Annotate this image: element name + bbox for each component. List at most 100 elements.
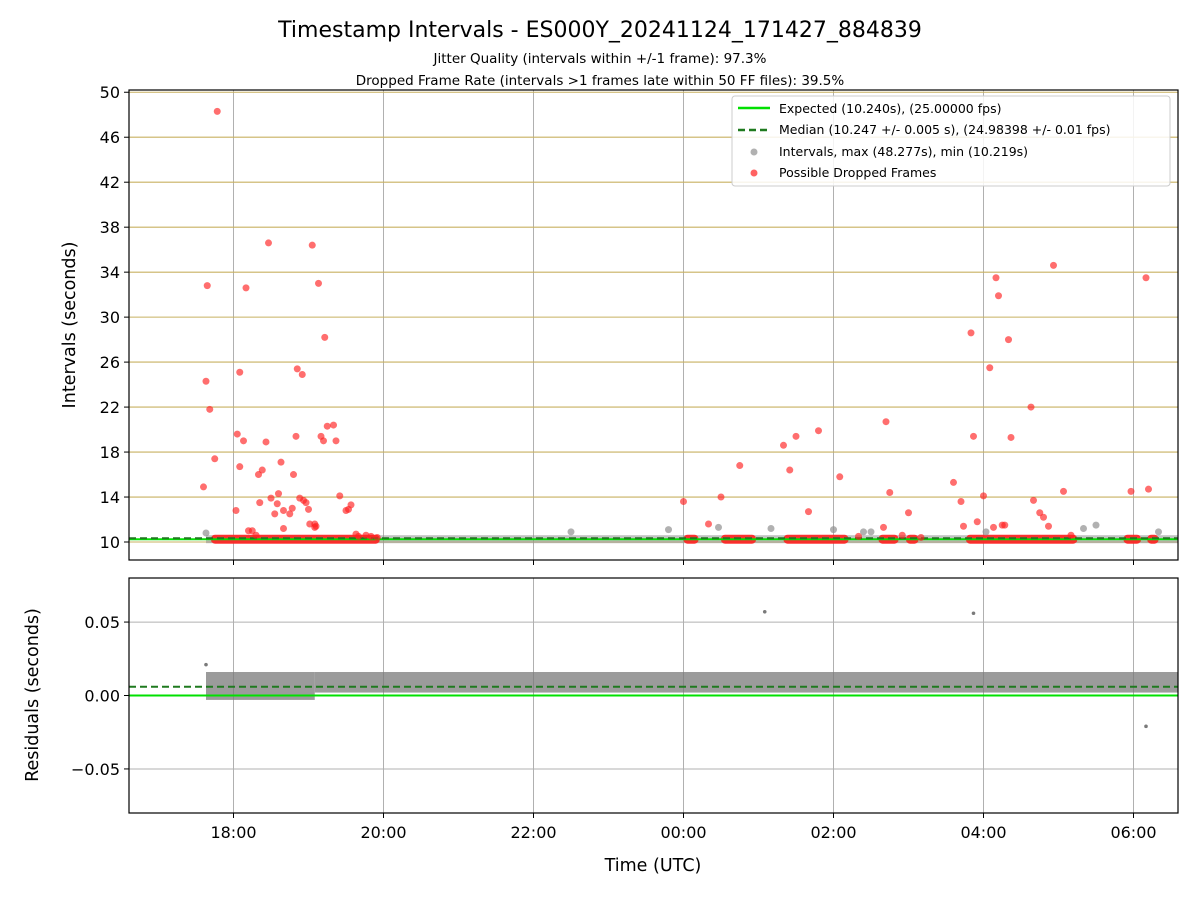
dropped-frame-point (898, 531, 906, 539)
intervals-y-tick-label: 46 (100, 128, 120, 147)
residuals-y-ticks: 0.05 0.00 −0.05 (71, 613, 129, 779)
dropped-frame-point (200, 483, 207, 491)
intervals-y-tick-label: 18 (100, 443, 120, 462)
dropped-frame-point (1045, 522, 1052, 530)
dropped-frame-point (1005, 336, 1012, 344)
x-tick-label: 02:00 (810, 823, 856, 842)
interval-point (867, 528, 875, 536)
residual-outlier-point (204, 662, 208, 667)
dropped-frame-point (290, 471, 297, 479)
interval-point (830, 526, 837, 534)
x-tick-label: 18:00 (210, 823, 256, 842)
dropped-frame-point (236, 463, 244, 471)
dropped-frame-point (967, 329, 975, 337)
residuals-band (314, 672, 1178, 693)
dropped-frame-point (332, 437, 340, 445)
dropped-frame-point (1067, 531, 1075, 539)
residuals-x-ticks: 18:00 20:00 22:00 00:00 02:00 04:00 06:00 (210, 813, 1157, 842)
residuals-series (129, 609, 1178, 729)
dropped-frame-point (330, 421, 337, 429)
dropped-frame-point (1050, 261, 1057, 269)
residual-outlier-point (971, 611, 976, 616)
intervals-y-tick-label: 30 (100, 308, 120, 327)
dropped-frame-point (302, 499, 310, 507)
chart-subtitle-jitter: Jitter Quality (intervals within +/-1 fr… (433, 51, 767, 67)
dropped-frame-point (805, 508, 812, 516)
dropped-frame-point (786, 466, 794, 474)
legend-intervals-label: Intervals, max (48.277s), min (10.219s) (779, 144, 1028, 159)
dropped-frame-point (680, 498, 687, 506)
dropped-frame-point (882, 418, 890, 426)
dropped-frame-point (373, 534, 381, 542)
dropped-frame-point (280, 525, 287, 533)
dropped-frame-point (960, 522, 967, 530)
intervals-y-tick-label: 10 (100, 533, 120, 552)
dropped-frame-point (245, 527, 252, 535)
dropped-frame-point (232, 507, 240, 515)
interval-point (860, 528, 867, 536)
dropped-frame-point (298, 370, 306, 378)
legend-intervals-swatch (750, 148, 758, 156)
dropped-frame-point (286, 510, 294, 518)
x-tick-label: 00:00 (660, 823, 706, 842)
x-axis-label: Time (UTC) (604, 856, 702, 876)
dropped-frame-point (206, 405, 214, 413)
interval-point (1092, 521, 1100, 529)
interval-point (202, 529, 210, 537)
dropped-frame-point (321, 333, 329, 341)
intervals-y-tick-label: 26 (100, 353, 120, 372)
dropped-frame-point (306, 520, 314, 528)
dropped-frame-point (236, 368, 244, 376)
intervals-y-tick-label: 50 (100, 83, 120, 102)
legend-dropped-swatch (750, 169, 758, 177)
dropped-frame-point (905, 509, 912, 517)
dropped-frame-point (1145, 485, 1152, 493)
dropped-frame-point (262, 438, 270, 446)
intervals-y-tick-label: 38 (100, 218, 120, 237)
dropped-frame-point (1142, 274, 1150, 282)
dropped-frame-point (347, 501, 355, 509)
dropped-frame-point (1040, 513, 1047, 521)
residuals-y-axis-label: Residuals (seconds) (23, 608, 43, 782)
chart-title: Timestamp Intervals - ES000Y_20241124_17… (277, 18, 922, 43)
dropped-frame-point (1007, 433, 1015, 441)
intervals-y-tick-label: 22 (100, 398, 120, 417)
intervals-y-ticks: 10 14 18 22 26 30 34 38 42 46 50 (100, 83, 129, 552)
dropped-frame-point (271, 510, 279, 518)
interval-point (715, 523, 722, 531)
dropped-frame-point (252, 531, 260, 539)
interval-point (665, 526, 672, 534)
dropped-frame-point (292, 432, 300, 440)
dropped-frame-point (323, 422, 331, 430)
residual-outlier-point (1144, 724, 1148, 729)
dropped-frame-point (203, 282, 211, 290)
interval-point (567, 528, 575, 536)
dropped-frame-point (855, 532, 862, 540)
dropped-frame-point (240, 437, 247, 445)
interval-point (1155, 528, 1162, 536)
dropped-frame-point (305, 505, 312, 513)
dropped-frame-point (273, 500, 281, 508)
dropped-frame-point (315, 279, 322, 287)
dropped-frame-point (1030, 496, 1037, 504)
legend: Expected (10.240s), (25.00000 fps) Media… (731, 95, 1171, 187)
dropped-frame-point (717, 493, 725, 501)
dropped-frame-point (233, 430, 241, 438)
dropped-frame-point (267, 494, 275, 502)
dropped-frame-point (242, 284, 250, 292)
dropped-frame-point (705, 520, 712, 528)
dropped-frame-point (277, 458, 285, 466)
interval-point (1080, 525, 1087, 533)
dropped-frame-point (815, 427, 822, 435)
legend-median-label: Median (10.247 +/- 0.005 s), (24.98398 +… (779, 122, 1110, 137)
residuals-y-tick-label: 0.05 (84, 613, 120, 632)
residual-outlier-point (762, 609, 767, 614)
dropped-frame-point (886, 489, 894, 497)
dropped-frame-point (986, 364, 994, 372)
intervals-x-ticks (233, 560, 1134, 565)
intervals-y-tick-label: 34 (100, 263, 120, 282)
intervals-axes-frame (128, 89, 1179, 561)
intervals-y-axis-label: Intervals (seconds) (60, 242, 80, 409)
dropped-frame-point (311, 520, 319, 528)
